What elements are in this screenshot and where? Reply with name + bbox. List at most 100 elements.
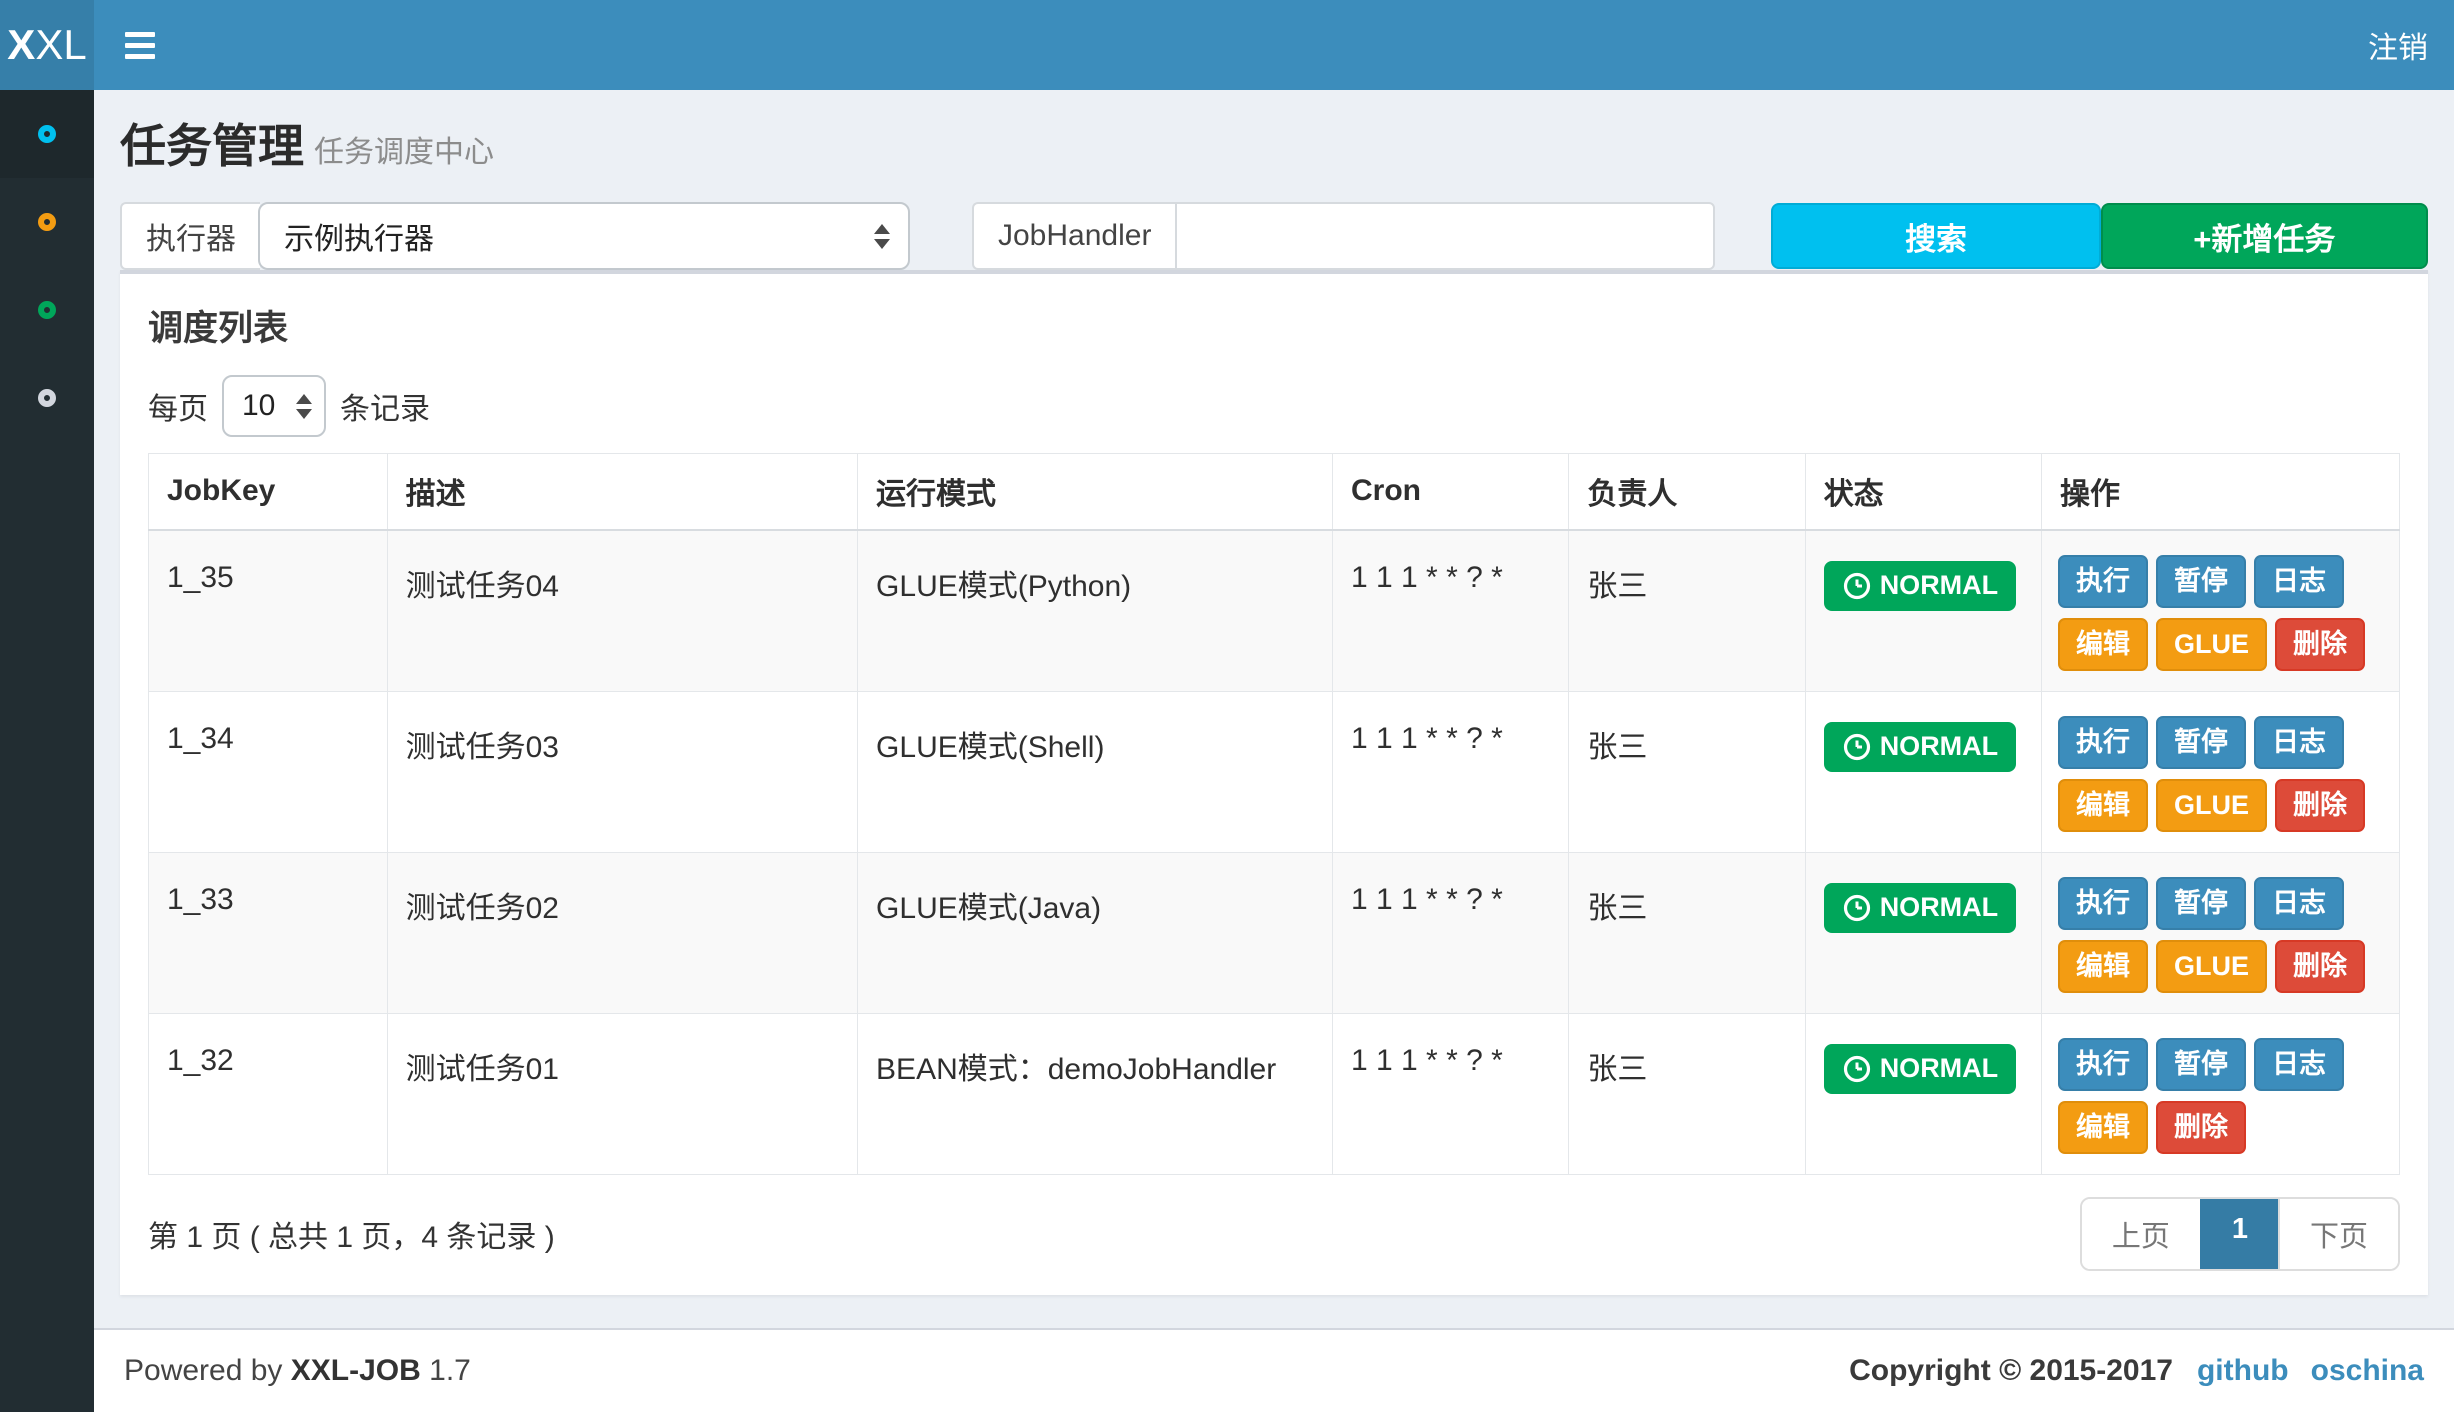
content-header: 任务管理 任务调度中心 — [94, 90, 2454, 174]
column-header: 运行模式 — [857, 453, 1333, 531]
cell-cron: 1 1 1 * * ? * — [1331, 851, 1570, 1014]
page-subtitle: 任务调度中心 — [314, 136, 494, 169]
clock-icon — [1843, 1055, 1870, 1082]
sidebar-item-log-manage[interactable] — [0, 178, 94, 266]
log-button[interactable]: 日志 — [2254, 876, 2345, 930]
footer-links: github oschina — [2197, 1354, 2424, 1388]
cell-ops: 执行 暂停 日志编辑 GLUE 删除 — [2041, 529, 2400, 692]
log-button[interactable]: 日志 — [2254, 715, 2345, 769]
powered-prefix: Powered by — [124, 1354, 283, 1387]
sidebar — [0, 90, 94, 1412]
jobhandler-label: JobHandler — [972, 202, 1176, 270]
glue-button[interactable]: GLUE — [2156, 617, 2268, 671]
column-header: 操作 — [2041, 453, 2400, 531]
pause-button[interactable]: 暂停 — [2156, 1037, 2247, 1091]
page-length-control: 每页 10 条记录 — [148, 375, 2400, 437]
column-header: Cron — [1331, 453, 1570, 531]
run-button[interactable]: 执行 — [2058, 1037, 2149, 1091]
logout-link[interactable]: 注销 — [2368, 32, 2428, 65]
jobhandler-filter-group: JobHandler — [972, 202, 1716, 270]
cell-desc: 测试任务01 — [386, 1012, 859, 1175]
glue-button[interactable]: GLUE — [2156, 939, 2268, 993]
prev-page-button[interactable]: 上页 — [2081, 1198, 2200, 1269]
cell-mode: GLUE模式(Shell) — [857, 690, 1333, 853]
cell-mode: GLUE模式(Java) — [857, 851, 1333, 1014]
executor-label: 执行器 — [120, 202, 260, 270]
status-badge: NORMAL — [1823, 1043, 2017, 1094]
add-job-button[interactable]: +新增任务 — [2100, 203, 2428, 269]
brand-version: 1.7 — [429, 1354, 471, 1387]
cell-ops: 执行 暂停 日志编辑 GLUE 删除 — [2041, 851, 2400, 1014]
pause-button[interactable]: 暂停 — [2156, 715, 2247, 769]
edit-button[interactable]: 编辑 — [2058, 778, 2149, 832]
delete-button[interactable]: 删除 — [2275, 617, 2366, 671]
cell-status: NORMAL — [1804, 529, 2043, 692]
glue-button[interactable]: GLUE — [2156, 778, 2268, 832]
jobhandler-input[interactable] — [1175, 202, 1716, 270]
sidebar-item-job-manage[interactable] — [0, 90, 94, 178]
next-page-button[interactable]: 下页 — [2277, 1198, 2398, 1269]
edit-button[interactable]: 编辑 — [2058, 617, 2149, 671]
pause-button[interactable]: 暂停 — [2156, 876, 2247, 930]
cell-jobkey: 1_33 — [148, 851, 388, 1014]
table-header-row: JobKey 描述 运行模式 Cron 负责人 状态 操作 — [148, 453, 2400, 531]
status-badge: NORMAL — [1823, 560, 2017, 611]
cell-desc: 测试任务02 — [386, 851, 859, 1014]
circle-icon — [38, 213, 56, 231]
sidebar-toggle-button[interactable] — [94, 0, 186, 90]
sidebar-item-executor-manage[interactable] — [0, 266, 94, 354]
delete-button[interactable]: 删除 — [2156, 1100, 2247, 1154]
pause-button[interactable]: 暂停 — [2156, 554, 2247, 608]
current-page-button[interactable]: 1 — [2199, 1198, 2278, 1269]
table-row: 1_34 测试任务03 GLUE模式(Shell) 1 1 1 * * ? * … — [148, 690, 2400, 853]
cell-cron: 1 1 1 * * ? * — [1331, 1012, 1570, 1175]
circle-icon — [38, 301, 56, 319]
cell-desc: 测试任务04 — [386, 529, 859, 692]
log-button[interactable]: 日志 — [2254, 554, 2345, 608]
github-link[interactable]: github — [2196, 1354, 2289, 1387]
cell-cron: 1 1 1 * * ? * — [1331, 529, 1570, 692]
panel-title: 调度列表 — [148, 309, 289, 348]
executor-select[interactable]: 示例执行器 — [258, 202, 910, 270]
pagination: 上页 1 下页 — [2079, 1196, 2400, 1271]
cell-jobkey: 1_35 — [148, 529, 388, 692]
circle-icon — [38, 389, 56, 407]
delete-button[interactable]: 删除 — [2275, 778, 2366, 832]
cell-mode: BEAN模式：demoJobHandler — [857, 1012, 1333, 1175]
length-prefix: 每页 — [148, 393, 208, 426]
column-header: JobKey — [148, 453, 388, 531]
page-size-value: 10 — [242, 389, 276, 422]
run-button[interactable]: 执行 — [2058, 554, 2149, 608]
powered-by: Powered by XXL-JOB 1.7 — [124, 1354, 471, 1388]
cell-ops: 执行 暂停 日志编辑 删除 — [2041, 1012, 2400, 1175]
column-header: 状态 — [1804, 453, 2043, 531]
sidebar-item-help[interactable] — [0, 354, 94, 442]
length-suffix: 条记录 — [340, 393, 430, 426]
edit-button[interactable]: 编辑 — [2058, 939, 2149, 993]
edit-button[interactable]: 编辑 — [2058, 1100, 2149, 1154]
status-badge-label: NORMAL — [1879, 892, 1999, 923]
run-button[interactable]: 执行 — [2058, 715, 2149, 769]
cell-ops: 执行 暂停 日志编辑 GLUE 删除 — [2041, 690, 2400, 853]
cell-cron: 1 1 1 * * ? * — [1331, 690, 1570, 853]
select-arrows-icon — [296, 393, 312, 419]
filter-toolbar: 执行器 示例执行器 JobHandler 搜索 +新增任务 — [120, 202, 2428, 270]
logo-text-light: XL — [35, 21, 87, 68]
table-body: 1_35 测试任务04 GLUE模式(Python) 1 1 1 * * ? *… — [148, 529, 2400, 1175]
brand-name: XXL-JOB — [290, 1354, 421, 1387]
cell-desc: 测试任务03 — [386, 690, 859, 853]
column-header: 描述 — [386, 453, 859, 531]
delete-button[interactable]: 删除 — [2275, 939, 2366, 993]
log-button[interactable]: 日志 — [2254, 1037, 2345, 1091]
table-row: 1_33 测试任务02 GLUE模式(Java) 1 1 1 * * ? * 张… — [148, 851, 2400, 1014]
page-footer: Powered by XXL-JOB 1.7 Copyright © 2015-… — [94, 1328, 2454, 1412]
cell-jobkey: 1_34 — [148, 690, 388, 853]
main-content: 任务管理 任务调度中心 执行器 示例执行器 JobHandler 搜索 +新增任务… — [94, 90, 2454, 1412]
cell-status: NORMAL — [1804, 1012, 2043, 1175]
oschina-link[interactable]: oschina — [2310, 1354, 2424, 1387]
search-button[interactable]: 搜索 — [1771, 203, 2101, 269]
app-logo[interactable]: X XL — [0, 0, 94, 90]
run-button[interactable]: 执行 — [2058, 876, 2149, 930]
page-size-select[interactable]: 10 — [222, 375, 326, 437]
status-badge: NORMAL — [1823, 882, 2017, 933]
